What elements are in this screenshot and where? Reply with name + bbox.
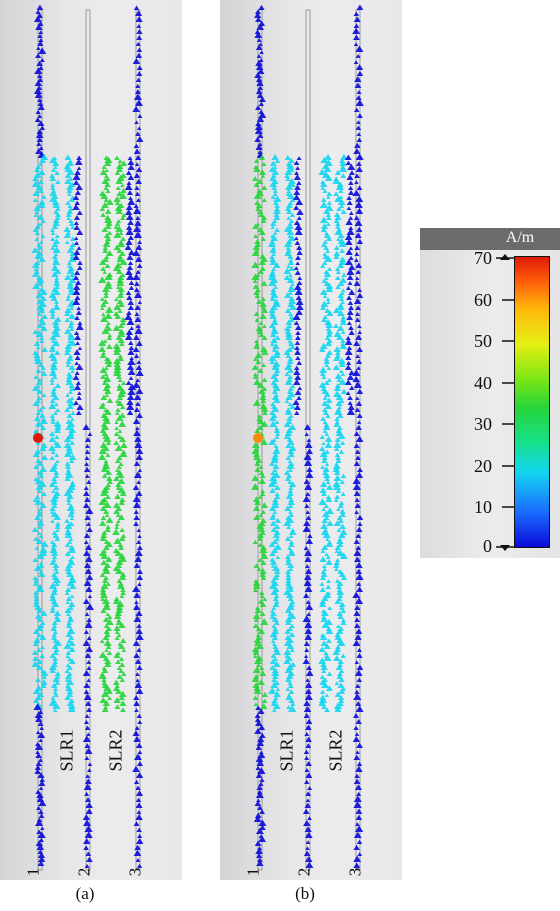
feedline-2: [305, 9, 311, 871]
current-feed3: [132, 5, 144, 868]
current-map-a: [31, 4, 144, 871]
current-feed1-bottom: [253, 705, 267, 866]
port-label-b-3: 3: [345, 867, 365, 877]
current-slr1-left: [48, 156, 63, 712]
legend-header: A/m: [420, 228, 560, 250]
current-slr1-coupling: [292, 156, 304, 415]
color-legend: A/m 70 60 50 40 30 20 10 0: [420, 228, 560, 558]
legend-tick-40: 40: [474, 373, 492, 393]
resonator-label-b-1: SLR1: [276, 729, 297, 772]
panel-b: [220, 0, 402, 880]
current-slr2-left: [318, 154, 334, 712]
current-feed1-mid: [251, 154, 269, 709]
current-slr2-right: [112, 155, 128, 712]
resonator-label-b-2: SLR2: [325, 729, 346, 772]
legend-tick-0: 0: [483, 536, 492, 556]
legend-tick-70: 70: [474, 248, 492, 268]
port-label-a-3: 3: [125, 867, 145, 877]
legend-tick-20: 20: [474, 456, 492, 476]
current-feed1-bottom: [33, 703, 47, 866]
legend-tick-50: 50: [474, 331, 492, 351]
current-map-b: [251, 4, 364, 871]
current-slr1-left: [267, 154, 282, 712]
current-feed2: [302, 424, 314, 868]
current-feed3: [352, 4, 364, 868]
current-slr2-coupling: [344, 154, 356, 415]
caption-b: (b): [295, 884, 315, 903]
hotspot-port1: [33, 433, 43, 443]
current-slr2-right: [332, 153, 348, 712]
legend-unit: A/m: [505, 229, 535, 246]
current-slr2-left: [98, 155, 114, 712]
caption-a: (a): [75, 884, 95, 903]
current-feed2: [82, 423, 95, 868]
panel-a: [0, 0, 182, 880]
current-feed1-mid: [31, 153, 49, 709]
port-label-a-1: 1: [23, 867, 43, 877]
legend-ticks: [496, 254, 514, 551]
colorbar: [514, 256, 550, 548]
resonator-label-a-2: SLR2: [105, 729, 126, 772]
legend-tick-10: 10: [474, 497, 492, 517]
current-feed1-top: [253, 4, 267, 158]
port-label-b-1: 1: [243, 867, 263, 877]
current-slr1-right: [63, 154, 77, 712]
feedline-2: [85, 9, 91, 871]
port-label-a-2: 2: [74, 867, 94, 877]
current-slr1-right: [283, 154, 297, 712]
port-label-b-2: 2: [294, 867, 314, 877]
resonator-label-a-1: SLR1: [56, 729, 77, 772]
current-slr1-coupling: [72, 155, 84, 415]
legend-tick-30: 30: [474, 414, 492, 434]
legend-tick-60: 60: [474, 290, 492, 310]
current-feed1-top: [33, 4, 47, 158]
current-slr2-coupling: [124, 156, 137, 415]
hotspot-port1: [253, 433, 263, 443]
